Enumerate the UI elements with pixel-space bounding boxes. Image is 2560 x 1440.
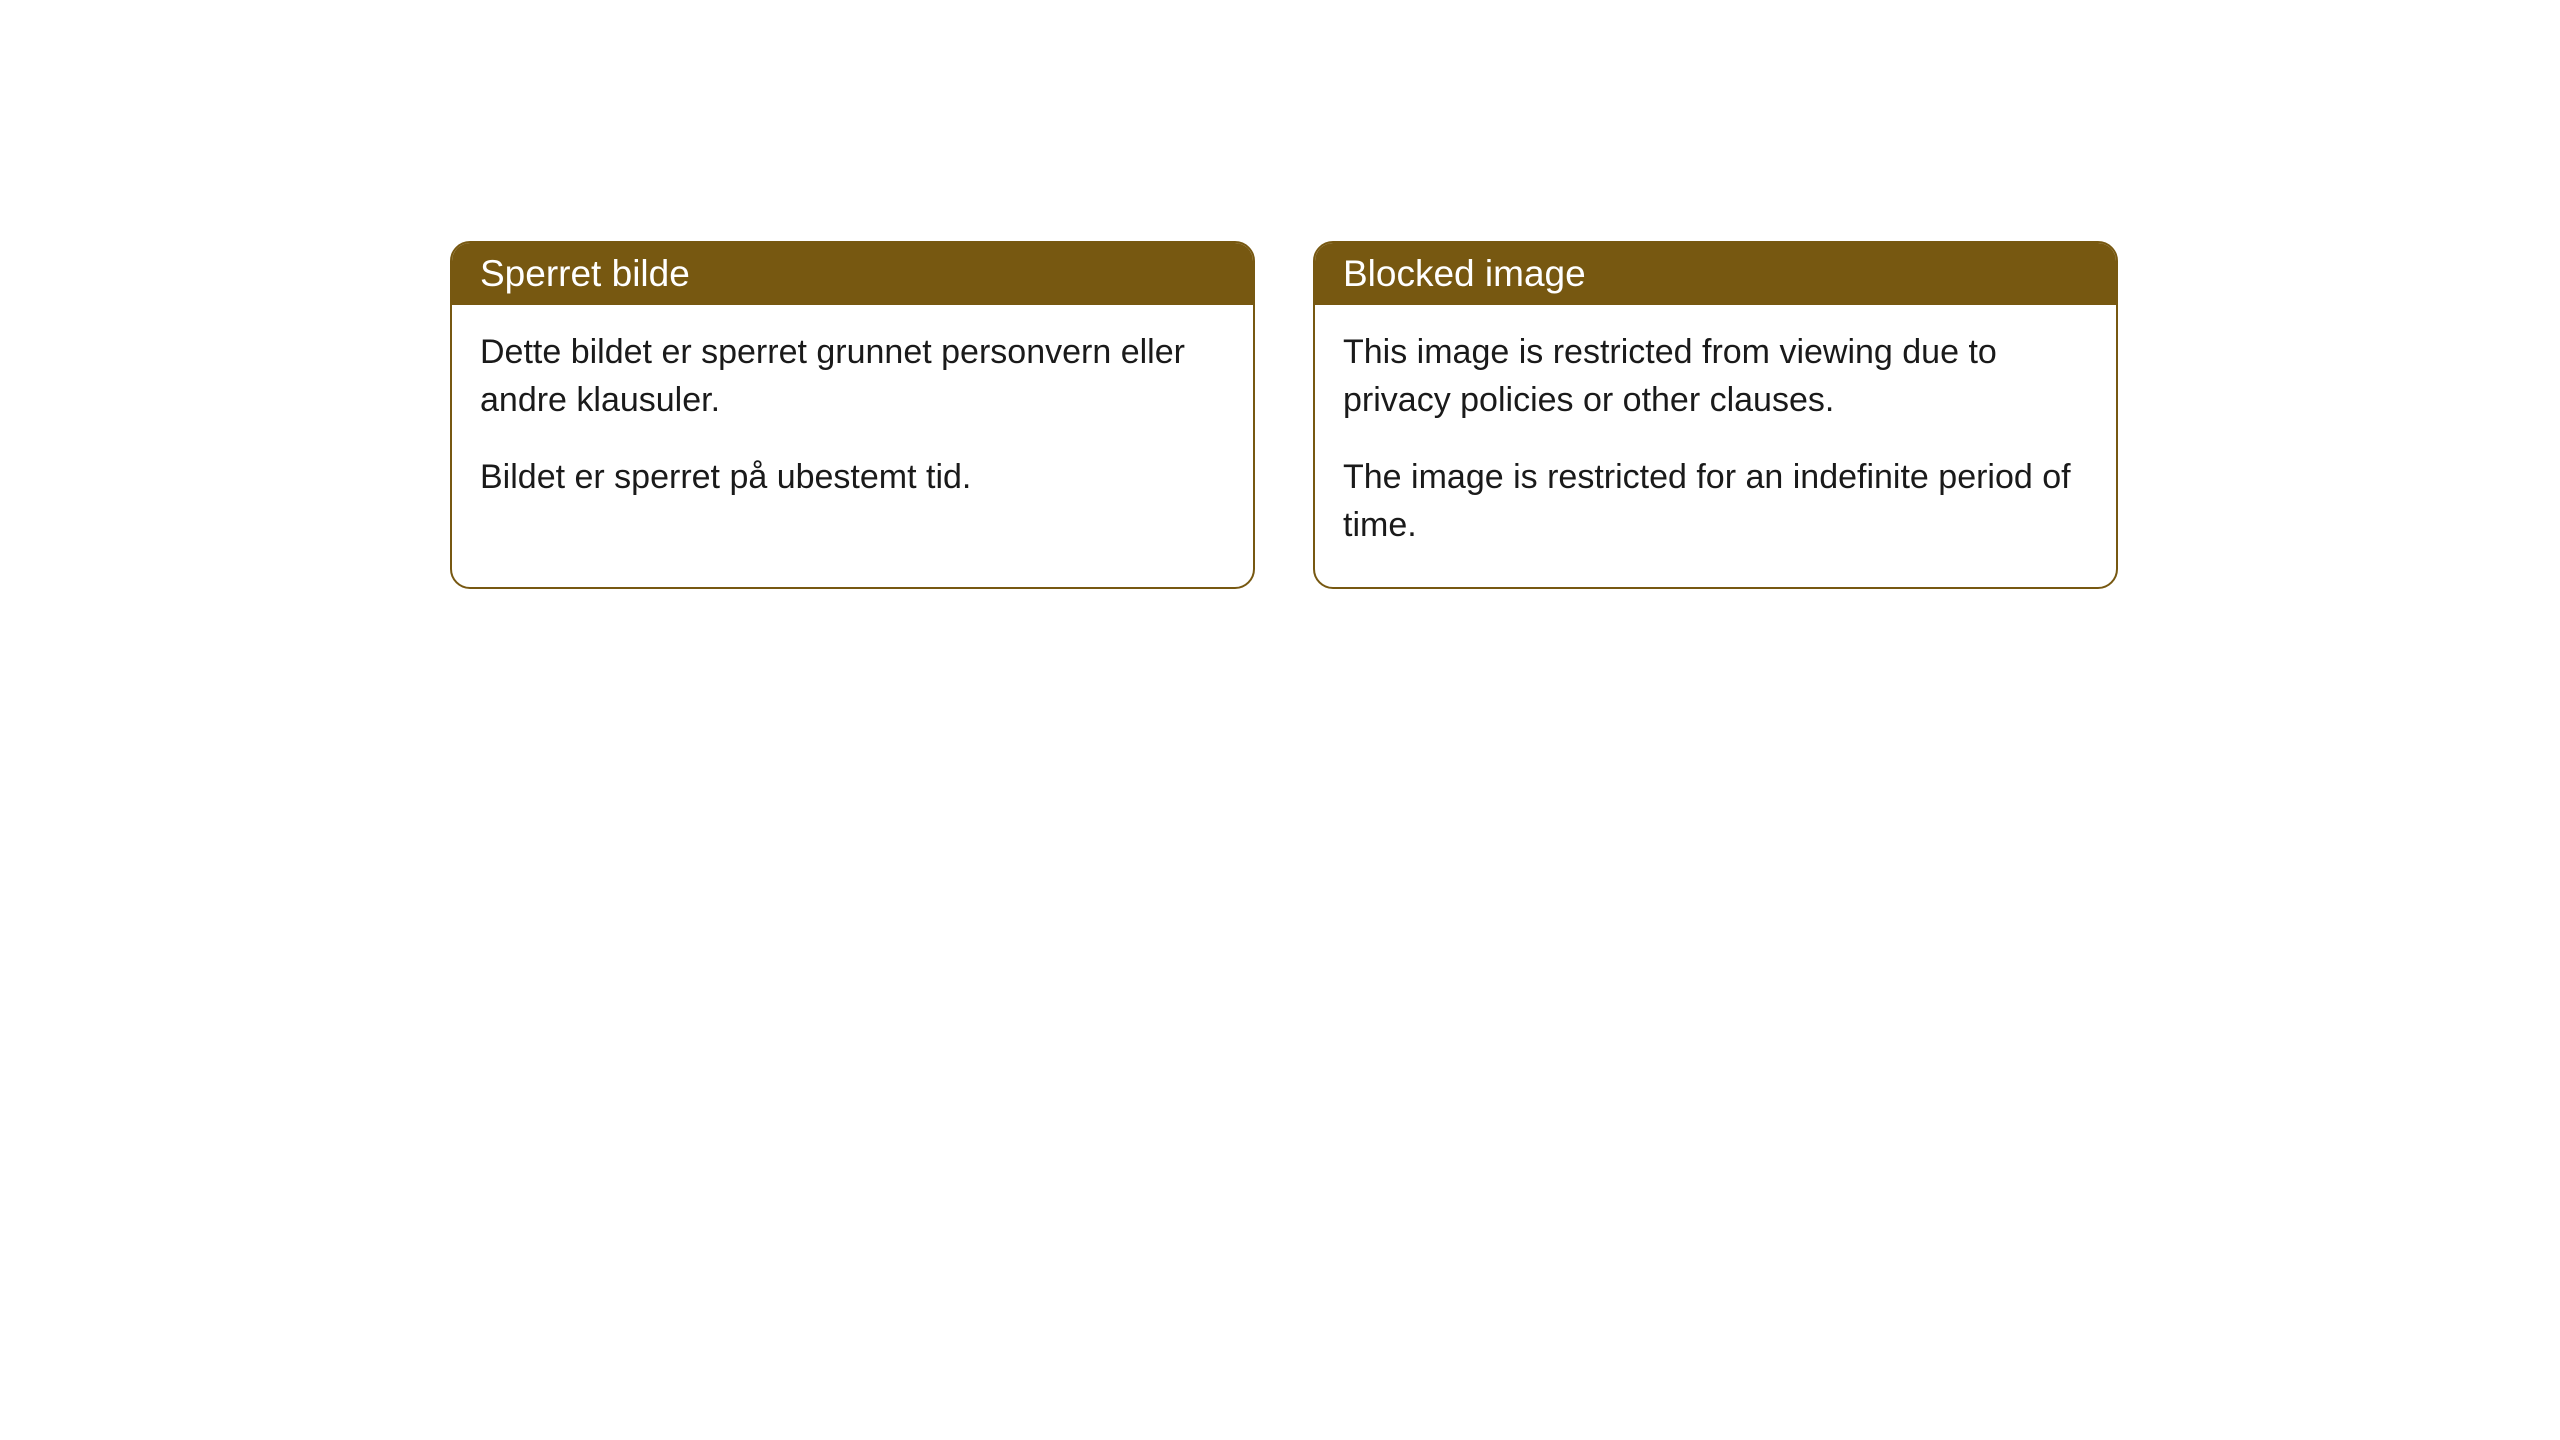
card-title-english: Blocked image bbox=[1343, 253, 1586, 294]
card-paragraph-2-norwegian: Bildet er sperret på ubestemt tid. bbox=[480, 454, 1225, 502]
card-header-norwegian: Sperret bilde bbox=[452, 243, 1253, 305]
card-paragraph-2-english: The image is restricted for an indefinit… bbox=[1343, 454, 2088, 549]
card-header-english: Blocked image bbox=[1315, 243, 2116, 305]
notice-card-norwegian: Sperret bilde Dette bildet er sperret gr… bbox=[450, 241, 1255, 589]
card-body-english: This image is restricted from viewing du… bbox=[1315, 305, 2116, 587]
card-paragraph-1-norwegian: Dette bildet er sperret grunnet personve… bbox=[480, 329, 1225, 424]
card-title-norwegian: Sperret bilde bbox=[480, 253, 690, 294]
notice-card-english: Blocked image This image is restricted f… bbox=[1313, 241, 2118, 589]
card-paragraph-1-english: This image is restricted from viewing du… bbox=[1343, 329, 2088, 424]
card-body-norwegian: Dette bildet er sperret grunnet personve… bbox=[452, 305, 1253, 540]
notice-cards-container: Sperret bilde Dette bildet er sperret gr… bbox=[450, 241, 2560, 589]
